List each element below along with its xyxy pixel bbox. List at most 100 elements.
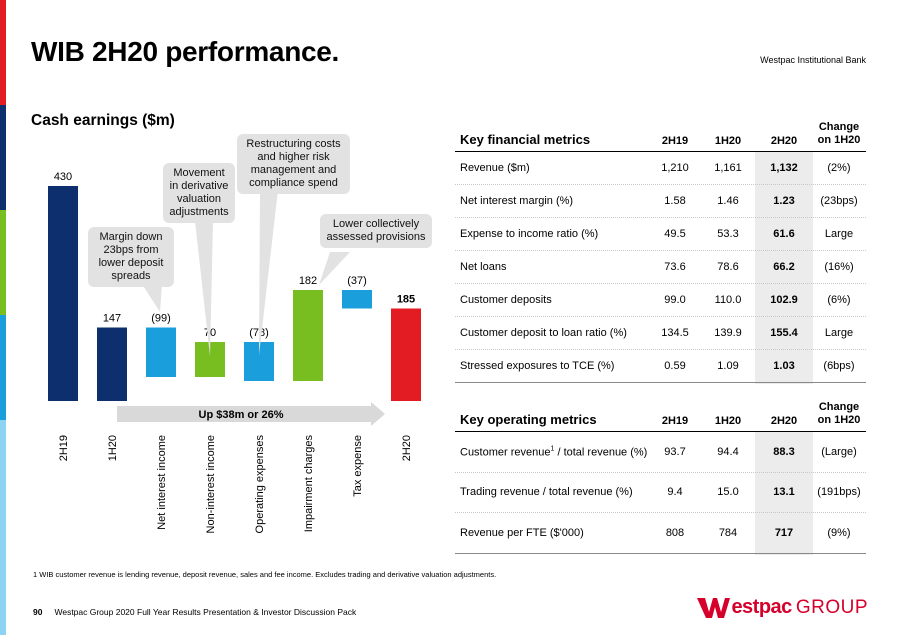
cell-2h19: 73.6 xyxy=(664,261,686,273)
cell-change-on-1h20: (6bps) xyxy=(823,360,855,372)
table-row: Revenue ($m) 1,210 1,161 1,132 (2%) xyxy=(455,152,866,185)
bar-1h20 xyxy=(97,327,127,401)
table-row: Net loans 73.6 78.6 66.2 (16%) xyxy=(455,251,866,284)
category-label: Operating expenses xyxy=(254,435,266,534)
annotation-provisions: Lower collectively assessed provisions xyxy=(320,214,432,248)
row-label: Customer deposit to loan ratio (%) xyxy=(460,327,627,339)
col-change: Change on 1H20 xyxy=(817,401,861,426)
cell-2h19: 1.58 xyxy=(664,195,686,207)
row-label: Revenue ($m) xyxy=(460,162,530,174)
edge-strip-navy xyxy=(0,105,6,210)
data-label: 430 xyxy=(54,171,72,183)
cell-2h20: 1,132 xyxy=(770,162,798,174)
edge-strip-lightblue xyxy=(0,420,6,635)
annotation-restructuring: Restructuring costs and higher risk mana… xyxy=(237,134,350,194)
key-financial-metrics-table: Key financial metrics 2H19 1H20 2H20 Cha… xyxy=(455,121,866,384)
table-header: Key operating metrics 2H19 1H20 2H20 Cha… xyxy=(455,401,866,432)
data-label: (78) xyxy=(249,327,269,339)
cell-2h19: 0.59 xyxy=(664,360,686,372)
cell-2h20: 155.4 xyxy=(770,327,798,339)
data-label: (37) xyxy=(347,275,367,287)
row-label-text: Customer revenue xyxy=(460,446,551,459)
bar-2h19 xyxy=(48,186,78,401)
table-header: Key financial metrics 2H19 1H20 2H20 Cha… xyxy=(455,121,866,152)
cell-change-on-1h20: Large xyxy=(824,327,854,339)
division-label: Westpac Institutional Bank xyxy=(760,55,866,65)
table-title: Key financial metrics xyxy=(460,132,591,147)
cell-change-on-1h20: (23bps) xyxy=(820,195,858,207)
category-label: 2H20 xyxy=(401,435,413,461)
table-row: Net interest margin (%) 1.58 1.46 1.23 (23bp… xyxy=(455,185,866,218)
cell-1h20: 1,161 xyxy=(714,162,742,174)
cell-change-on-1h20: (16%) xyxy=(824,261,854,273)
bar-non-interest-income xyxy=(195,342,225,377)
col-2H20: 2H20 xyxy=(770,415,798,427)
westpac-group-logo: estpac GROUP xyxy=(697,596,868,619)
cell-1h20: 139.9 xyxy=(714,327,742,339)
category-label: 1H20 xyxy=(107,435,119,461)
category-label: Impairment charges xyxy=(303,435,315,533)
cell-change-on-1h20: (9%) xyxy=(827,526,851,539)
table-row: Stressed exposures to TCE (%) 0.59 1.09 1.0… xyxy=(455,350,866,383)
footnote: 1 WIB customer revenue is lending revenu… xyxy=(33,570,497,579)
growth-arrow-label: Up $38m or 26% xyxy=(199,409,284,421)
cell-2h20: 1.23 xyxy=(773,195,795,207)
cell-2h20: 717 xyxy=(774,526,794,539)
page-number: 90 xyxy=(33,607,43,617)
table-row: Customer deposit to loan ratio (%) 134.5 1… xyxy=(455,317,866,350)
key-operating-metrics-table: Key operating metrics 2H19 1H20 2H20 Cha… xyxy=(455,401,866,555)
col-1H20: 1H20 xyxy=(714,415,742,427)
table-title: Key operating metrics xyxy=(460,412,597,427)
logo-group: GROUP xyxy=(795,596,868,618)
cell-1h20: 53.3 xyxy=(717,228,739,240)
annotation-margin: Margin down 23bps from lower deposit spr… xyxy=(88,227,174,287)
growth-arrow xyxy=(117,402,385,426)
row-label: Trading revenue / total revenue (%) xyxy=(460,486,633,499)
cell-change-on-1h20: (6%) xyxy=(827,294,851,306)
cell-change-on-1h20: Large xyxy=(824,228,854,240)
highlight-column xyxy=(755,152,813,384)
cell-1h20: 15.0 xyxy=(717,486,739,499)
cell-2h19: 49.5 xyxy=(664,228,686,240)
edge-strip-red xyxy=(0,0,6,105)
cell-2h20: 1.03 xyxy=(773,360,795,372)
data-label: 185 xyxy=(397,294,415,306)
cell-2h19: 93.7 xyxy=(664,445,686,458)
cell-change-on-1h20: (2%) xyxy=(827,162,851,174)
highlight-column xyxy=(755,432,813,555)
edge-strip-green xyxy=(0,210,6,315)
cell-change-on-1h20: (Large) xyxy=(821,445,857,458)
footer-text: Westpac Group 2020 Full Year Results Pre… xyxy=(54,607,357,617)
cell-2h20: 13.1 xyxy=(773,486,795,499)
chart-subtitle: Cash earnings ($m) xyxy=(31,112,175,129)
row-label: Expense to income ratio (%) xyxy=(460,228,599,240)
cash-earnings-waterfall-chart: Up $38m or 26% 430 147 (99) 70 (78) 182 (37) 18… xyxy=(48,171,421,534)
cell-1h20: 94.4 xyxy=(717,445,739,458)
col-1H20: 1H20 xyxy=(714,135,742,147)
cell-1h20: 110.0 xyxy=(714,294,742,306)
bar-2h20 xyxy=(391,308,421,401)
category-label: 2H19 xyxy=(58,435,70,461)
col-change: Change on 1H20 xyxy=(817,121,861,146)
footer: 90 Westpac Group 2020 Full Year Results P… xyxy=(33,607,356,617)
cell-2h20: 88.3 xyxy=(773,445,795,458)
table-row: Expense to income ratio (%) 49.5 53.3 61.6 L… xyxy=(455,218,866,251)
col-2H19: 2H19 xyxy=(661,415,689,427)
bar-impairment-charges xyxy=(293,290,323,381)
annotation-derivative: Movement in derivative valuation adjustm… xyxy=(163,163,235,223)
data-label: 147 xyxy=(103,313,121,325)
cell-2h19: 99.0 xyxy=(664,294,686,306)
cell-2h20: 102.9 xyxy=(770,294,798,306)
cell-1h20: 1.09 xyxy=(717,360,739,372)
row-label: Customer revenue1 / total revenue (%) xyxy=(460,445,647,458)
edge-strip-cyan xyxy=(0,315,6,420)
table-row: Customer revenue1 / total revenue (%) 93.… xyxy=(455,432,866,473)
cell-2h20: 61.6 xyxy=(773,228,795,240)
cell-1h20: 78.6 xyxy=(717,261,739,273)
data-label: 182 xyxy=(299,275,317,287)
cell-2h19: 134.5 xyxy=(661,327,689,339)
footnote-marker: 1 xyxy=(550,445,555,453)
row-label: Customer deposits xyxy=(460,294,552,306)
table-row: Revenue per FTE ($'000) 808 784 717 (9%) xyxy=(455,513,866,554)
category-label: Net interest income xyxy=(156,435,168,530)
